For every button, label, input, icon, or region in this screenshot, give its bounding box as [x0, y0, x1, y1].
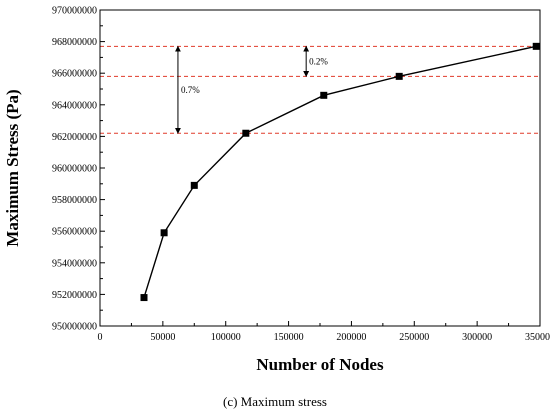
- x-tick-label: 50000: [150, 332, 175, 343]
- annotation-label: 0.7%: [181, 85, 200, 95]
- y-axis-title: Maximum Stress (Pa): [3, 89, 22, 246]
- y-tick-label: 954000000: [52, 258, 97, 269]
- stress-chart: 0.7% 0.2% 0 50000 100000 150000 200000 250000 3…: [3, 6, 550, 375]
- data-point: [140, 294, 148, 302]
- reference-lines: [100, 45, 540, 134]
- x-tick-label: 150000: [274, 332, 304, 343]
- y-tick-label: 960000000: [52, 164, 97, 175]
- annotation-label: 0.2%: [309, 56, 328, 66]
- x-axis: 0 50000 100000 150000 200000 250000 300000 3500…: [98, 321, 550, 343]
- y-tick-label: 956000000: [52, 227, 97, 238]
- data-point: [320, 91, 328, 99]
- series-line: [140, 42, 540, 302]
- x-tick-label: 250000: [399, 332, 429, 343]
- x-tick-label: 300000: [462, 332, 492, 343]
- y-tick-label: 962000000: [52, 132, 97, 143]
- data-point: [190, 181, 198, 189]
- x-axis-title: Number of Nodes: [256, 355, 384, 374]
- annotations: 0.7% 0.2%: [174, 45, 328, 134]
- data-point: [395, 72, 403, 80]
- y-tick-label: 964000000: [52, 100, 97, 111]
- data-point: [242, 129, 250, 137]
- x-tick-label: 350000: [525, 332, 550, 343]
- series-polyline: [143, 45, 537, 298]
- y-axis: 950000000 952000000 954000000 956000000 9580…: [52, 6, 105, 333]
- figure-caption: (c) Maximum stress: [223, 394, 327, 409]
- y-tick-label: 968000000: [52, 37, 97, 48]
- x-tick-label: 100000: [211, 332, 241, 343]
- y-tick-label: 970000000: [52, 6, 97, 17]
- x-tick-label: 200000: [336, 332, 366, 343]
- y-tick-label: 966000000: [52, 69, 97, 80]
- data-point: [532, 42, 540, 50]
- data-point: [160, 229, 168, 237]
- y-tick-label: 958000000: [52, 195, 97, 206]
- y-tick-label: 952000000: [52, 290, 97, 301]
- y-tick-label: 950000000: [52, 322, 97, 333]
- x-tick-label: 0: [98, 332, 103, 343]
